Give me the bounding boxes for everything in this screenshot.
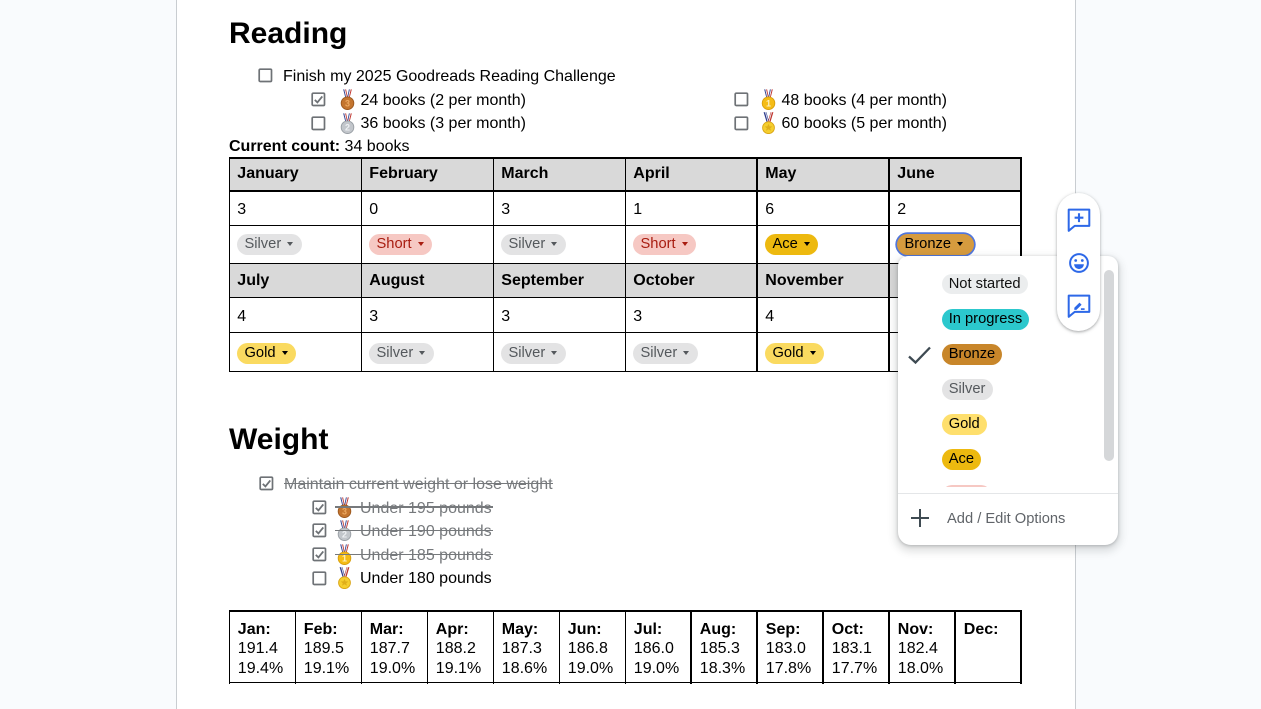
svg-text:3: 3: [344, 98, 349, 108]
svg-text:2: 2: [342, 529, 347, 539]
svg-text:2: 2: [344, 122, 349, 132]
svg-text:1: 1: [342, 553, 347, 563]
svg-text:1: 1: [766, 98, 771, 108]
svg-text:3: 3: [342, 506, 347, 516]
